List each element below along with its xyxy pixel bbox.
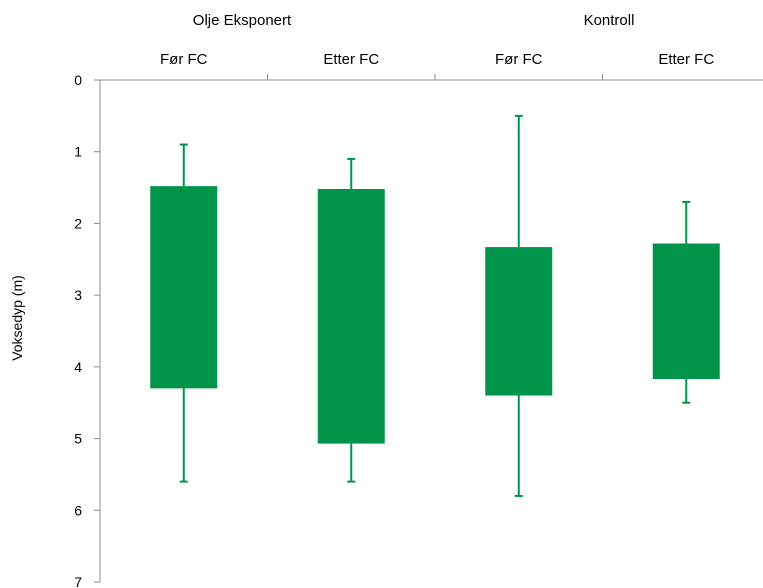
group-label: Kontroll [584, 12, 635, 29]
category-label: Etter FC [323, 51, 379, 68]
y-tick-label: 7 [74, 574, 82, 588]
axis-labels: 0 1 2 3 4 5 6 7 Før FC Etter FC Før FC Etter FC Olje… [9, 12, 714, 588]
category-label: Før FC [160, 51, 208, 68]
box-group [317, 157, 385, 483]
axes [94, 74, 763, 583]
group-label: Olje Eksponert [193, 12, 292, 29]
y-tick-label: 3 [74, 287, 82, 303]
y-axis-title: Voksedyp (m) [9, 275, 25, 361]
y-tick-label: 4 [74, 359, 82, 375]
box-body [485, 247, 553, 396]
category-label: Før FC [495, 51, 543, 68]
category-label: Etter FC [658, 51, 714, 68]
box-group [485, 114, 553, 497]
box-group [150, 143, 218, 483]
y-tick-label: 0 [74, 72, 82, 88]
box-marks [150, 114, 720, 497]
y-tick-label: 1 [74, 144, 82, 160]
box-body [317, 189, 385, 444]
y-tick-label: 5 [74, 431, 82, 447]
box-body [652, 243, 720, 380]
box-group [652, 200, 720, 404]
y-tick-label: 2 [74, 215, 82, 231]
y-tick-label: 6 [74, 502, 82, 518]
box-body [150, 186, 218, 389]
